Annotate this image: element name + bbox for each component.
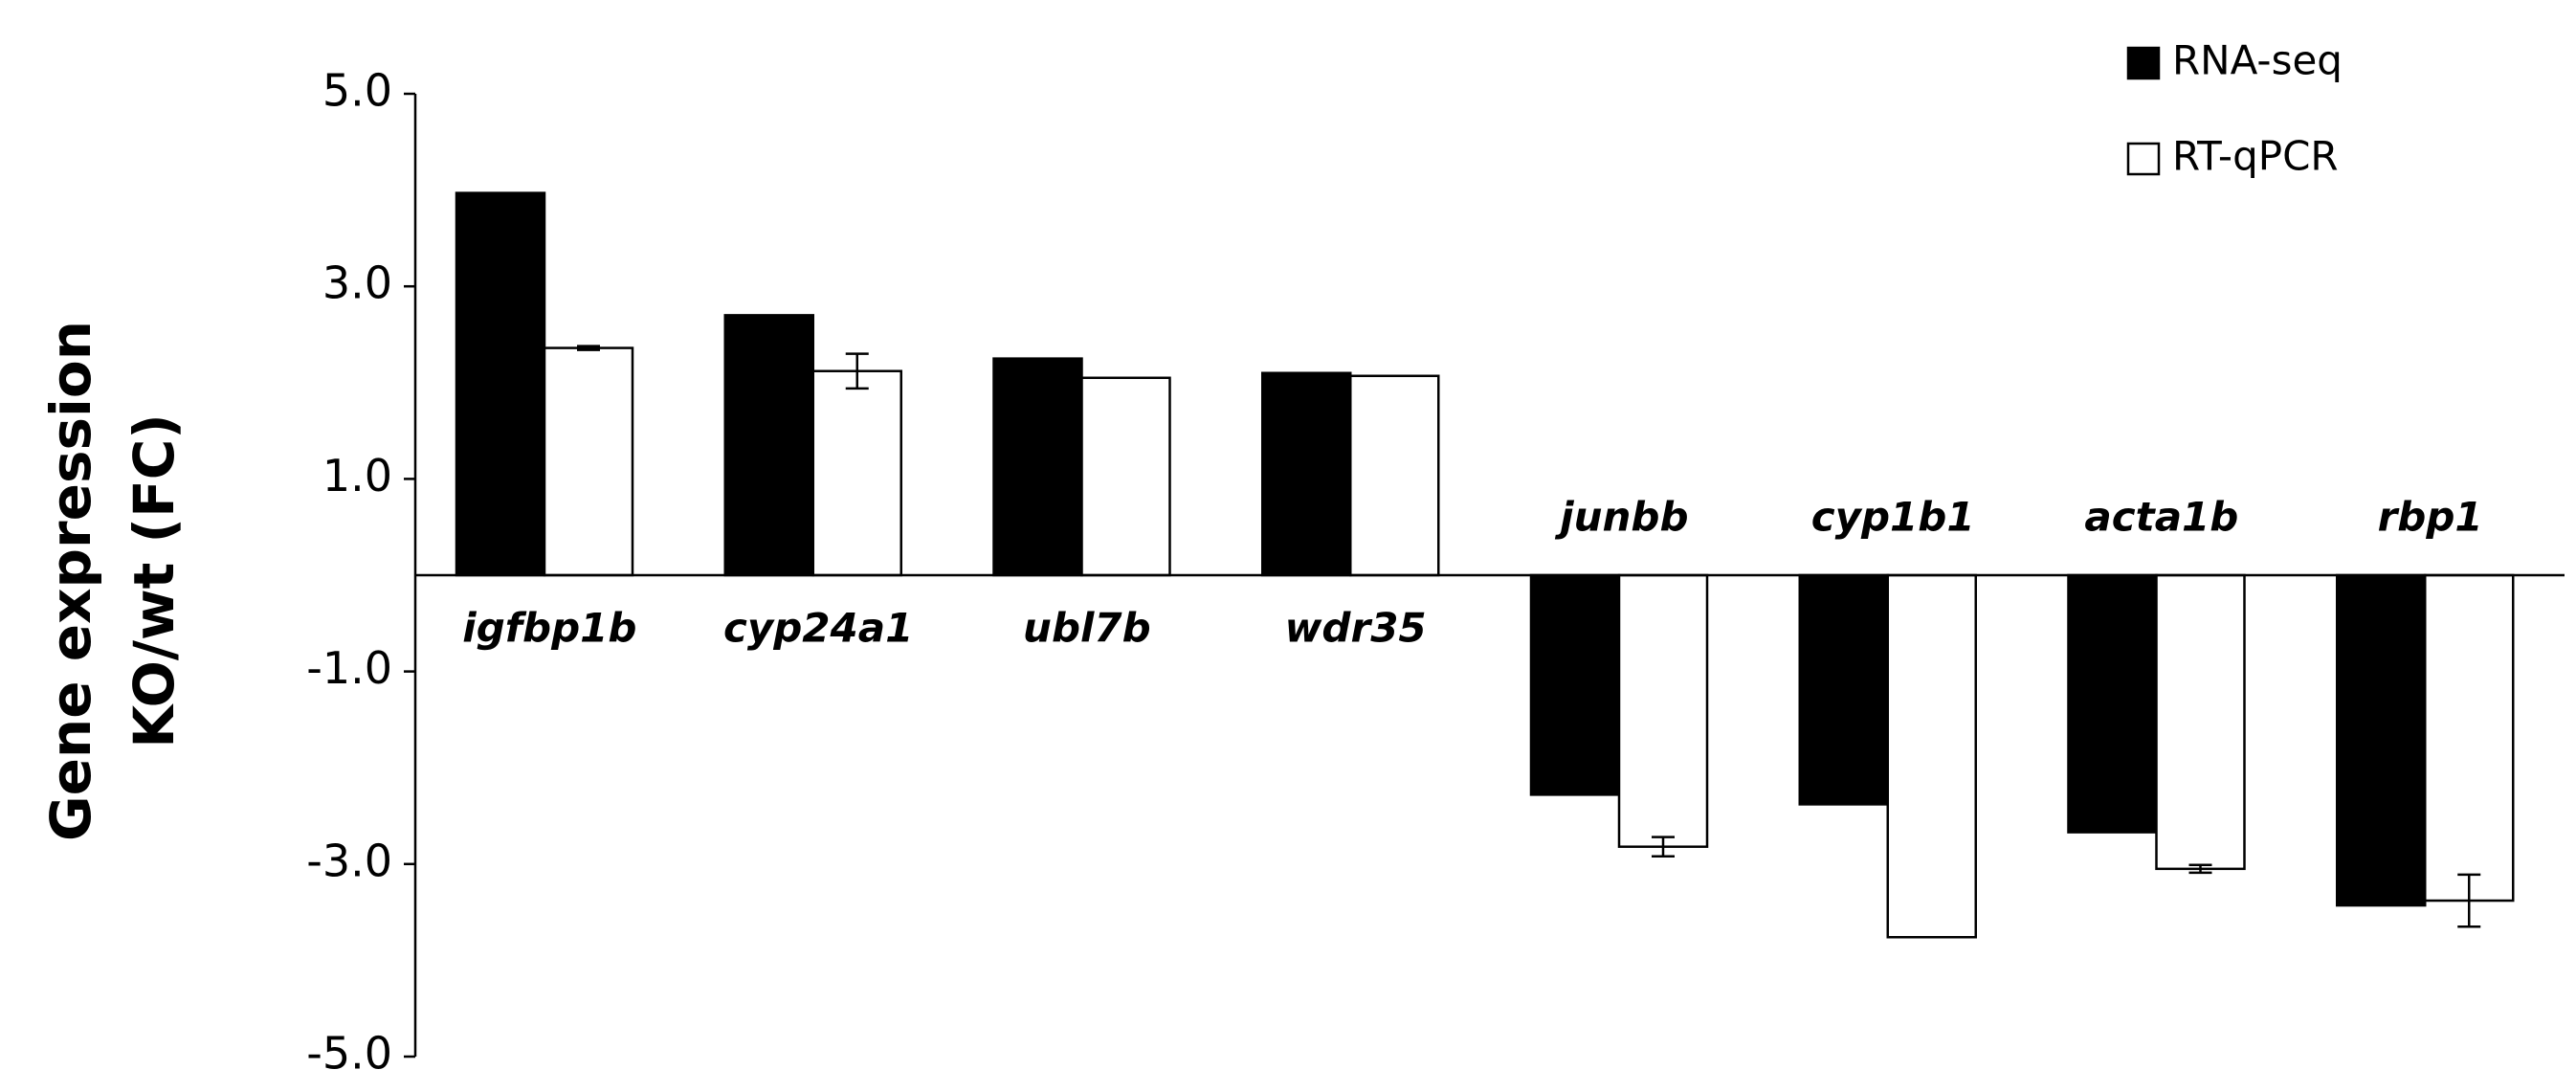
y-axis-label: KO/wt (FC) — [122, 413, 187, 748]
y-axis-label: Gene expression — [38, 321, 103, 841]
error-bar — [845, 352, 869, 390]
legend-swatch — [2126, 46, 2161, 80]
bar — [455, 191, 546, 577]
error-bar — [2457, 873, 2481, 928]
bar — [1886, 573, 1977, 939]
y-tick-label: 3.0 — [322, 257, 392, 309]
bar — [811, 369, 902, 577]
bar — [1349, 374, 1440, 577]
error-bar — [1652, 836, 1675, 858]
x-tick-label: rbp1 — [2378, 494, 2483, 541]
bar — [1261, 371, 1352, 577]
bar — [543, 346, 634, 577]
legend-label: RT-qPCR — [2172, 133, 2339, 180]
x-tick-label: cyp1b1 — [1811, 494, 1975, 541]
y-tick-label: 5.0 — [322, 65, 392, 117]
y-tick-label: -1.0 — [306, 642, 392, 694]
legend-label: RNA-seq — [2172, 37, 2343, 84]
x-tick-label: junbb — [1554, 494, 1688, 541]
x-tick-label: acta1b — [2084, 494, 2238, 541]
bar — [1080, 376, 1171, 577]
error-bar — [577, 345, 600, 351]
x-tick-label: igfbp1b — [462, 605, 636, 652]
bar — [2155, 573, 2246, 871]
bar — [2424, 573, 2515, 903]
x-tick-label: cyp24a1 — [723, 605, 913, 652]
bar — [1529, 573, 1621, 796]
x-tick-label: ubl7b — [1023, 605, 1151, 652]
bar — [723, 314, 814, 577]
x-tick-label: wdr35 — [1285, 605, 1427, 652]
bar — [2336, 573, 2427, 907]
bar — [992, 357, 1083, 577]
y-tick-label: 1.0 — [322, 450, 392, 501]
bar — [1617, 573, 1709, 848]
bar — [1798, 573, 1889, 806]
bar — [2067, 573, 2158, 834]
y-tick-label: -5.0 — [306, 1028, 392, 1080]
legend-swatch — [2126, 142, 2161, 176]
y-tick-label: -3.0 — [306, 835, 392, 886]
error-bar — [2188, 863, 2212, 875]
